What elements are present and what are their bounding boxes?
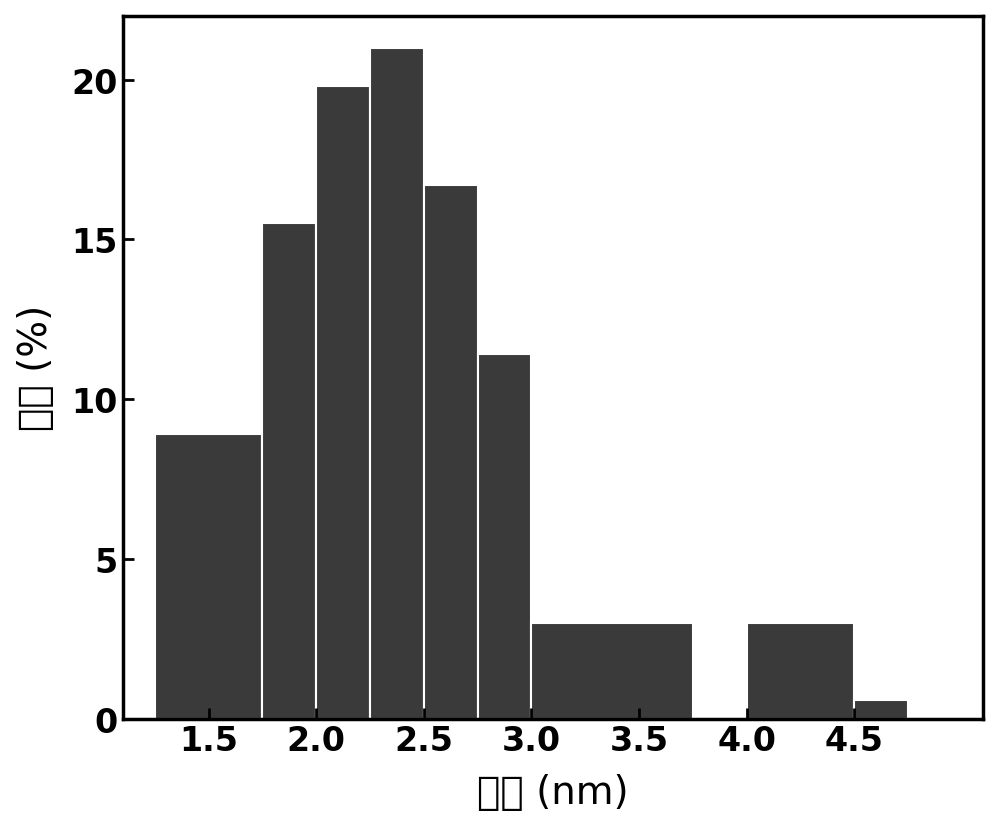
Bar [370, 49, 424, 719]
Bar [424, 185, 478, 719]
Bar [262, 224, 316, 719]
Bar [478, 355, 531, 719]
Y-axis label: 分数 (%): 分数 (%) [17, 305, 55, 431]
Bar [155, 435, 262, 719]
Bar [531, 623, 693, 719]
Bar [854, 700, 908, 719]
Bar [316, 87, 370, 719]
X-axis label: 尺寸 (nm): 尺寸 (nm) [477, 773, 629, 811]
Bar [747, 623, 854, 719]
